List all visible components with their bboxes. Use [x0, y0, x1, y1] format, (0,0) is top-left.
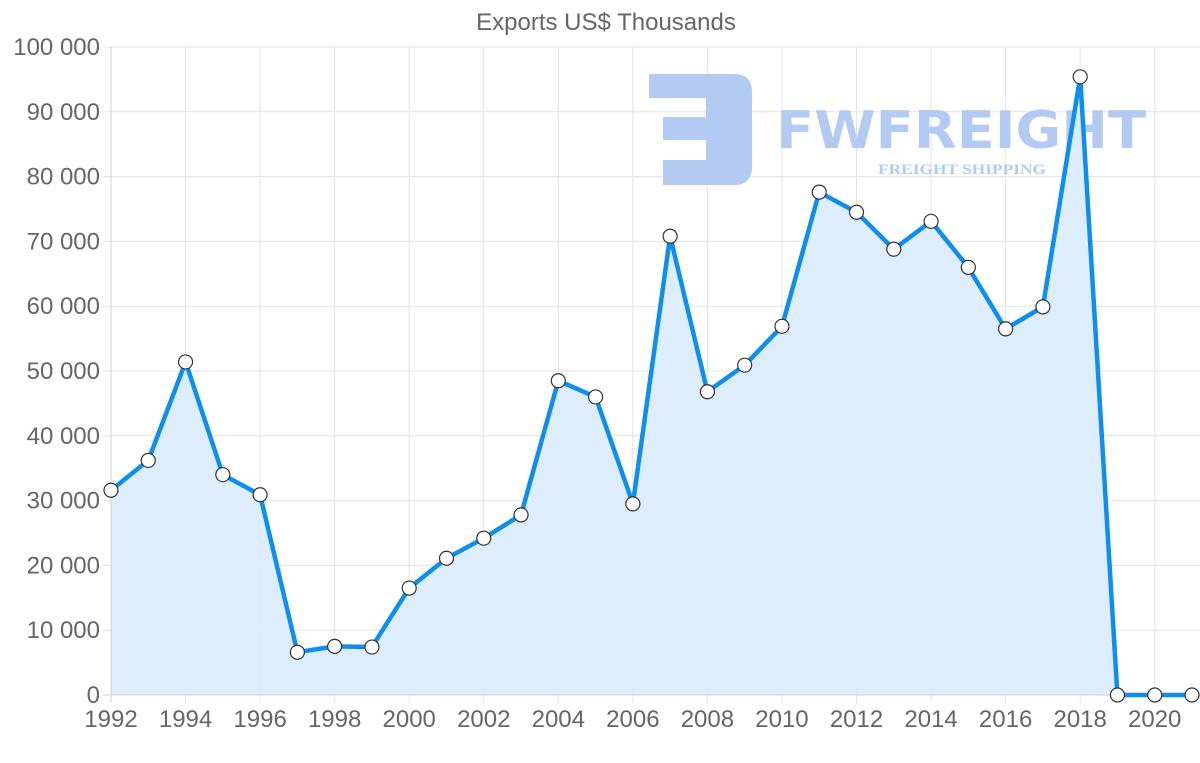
watermark-tagline: FREIGHT SHIPPING — [878, 162, 1046, 178]
data-point-2021[interactable] — [1184, 687, 1200, 703]
data-point-2014[interactable] — [923, 213, 939, 229]
data-point-1994[interactable] — [177, 354, 194, 370]
x-tick-label: 2012 — [830, 706, 883, 733]
x-tick-label: 2006 — [606, 706, 659, 733]
x-tick-label: 2002 — [457, 706, 510, 733]
y-axis-ticks: 0 10 000 20 000 30 000 40 000 50 000 60 000 70 … — [13, 34, 100, 709]
y-tick-label: 90 000 — [27, 99, 100, 126]
data-point-2010[interactable] — [774, 318, 790, 334]
y-tick-label: 40 000 — [27, 423, 100, 450]
x-tick-label: 2010 — [755, 706, 808, 733]
data-point-2013[interactable] — [886, 241, 902, 257]
data-point-2008[interactable] — [699, 384, 716, 400]
y-tick-label: 0 — [87, 682, 100, 709]
x-tick-label: 2016 — [979, 706, 1032, 733]
data-point-2011[interactable] — [811, 184, 827, 200]
data-point-1992[interactable] — [103, 482, 119, 498]
data-point-1995[interactable] — [215, 467, 231, 483]
data-point-1993[interactable] — [140, 452, 156, 469]
x-tick-label: 2018 — [1053, 706, 1106, 733]
x-tick-label: 2020 — [1128, 706, 1181, 733]
data-point-2005[interactable] — [587, 389, 604, 405]
x-tick-label: 1992 — [84, 706, 137, 733]
x-tick-label: 2014 — [904, 706, 957, 733]
data-point-2019[interactable] — [1109, 687, 1126, 703]
axes — [103, 47, 1200, 703]
data-point-2007[interactable] — [662, 228, 678, 244]
data-point-2017[interactable] — [1035, 299, 1051, 315]
data-point-1999[interactable] — [364, 639, 380, 655]
data-point-2002[interactable] — [476, 530, 492, 546]
x-tick-label: 1994 — [159, 706, 212, 733]
data-point-2001[interactable] — [438, 550, 455, 566]
data-point-2000[interactable] — [401, 580, 417, 596]
data-point-2016[interactable] — [998, 321, 1014, 337]
x-tick-label: 2000 — [383, 706, 436, 733]
y-tick-label: 10 000 — [27, 617, 100, 644]
data-point-2015[interactable] — [960, 259, 976, 275]
data-point-1998[interactable] — [327, 638, 343, 655]
fw-logo-icon — [649, 74, 752, 185]
y-tick-label: 30 000 — [27, 488, 100, 515]
data-point-2018[interactable] — [1072, 69, 1088, 85]
watermark-brand: FWFREIGHT — [776, 101, 1147, 161]
data-point-2012[interactable] — [848, 204, 865, 220]
data-point-2004[interactable] — [550, 373, 566, 389]
x-tick-label: 2004 — [532, 706, 585, 733]
chart-title: Exports US$ Thousands — [476, 9, 736, 36]
data-point-2003[interactable] — [513, 507, 529, 523]
y-tick-label: 20 000 — [27, 552, 100, 579]
x-tick-label: 2008 — [681, 706, 734, 733]
data-point-2009[interactable] — [737, 357, 753, 373]
data-point-2020[interactable] — [1147, 687, 1163, 703]
y-tick-label: 50 000 — [27, 358, 100, 385]
y-tick-label: 60 000 — [27, 293, 100, 320]
data-point-2006[interactable] — [625, 496, 641, 512]
x-axis-ticks: 1992 1994 1996 1998 2000 2002 2004 2006 2008 2010… — [84, 706, 1181, 733]
y-tick-label: 80 000 — [27, 164, 100, 191]
data-point-1997[interactable] — [289, 644, 305, 660]
x-tick-label: 1998 — [308, 706, 361, 733]
y-tick-label: 70 000 — [27, 228, 100, 255]
data-point-1996[interactable] — [252, 487, 268, 503]
y-tick-label: 100 000 — [13, 34, 100, 61]
data-points — [103, 69, 1200, 703]
x-tick-label: 1996 — [233, 706, 286, 733]
